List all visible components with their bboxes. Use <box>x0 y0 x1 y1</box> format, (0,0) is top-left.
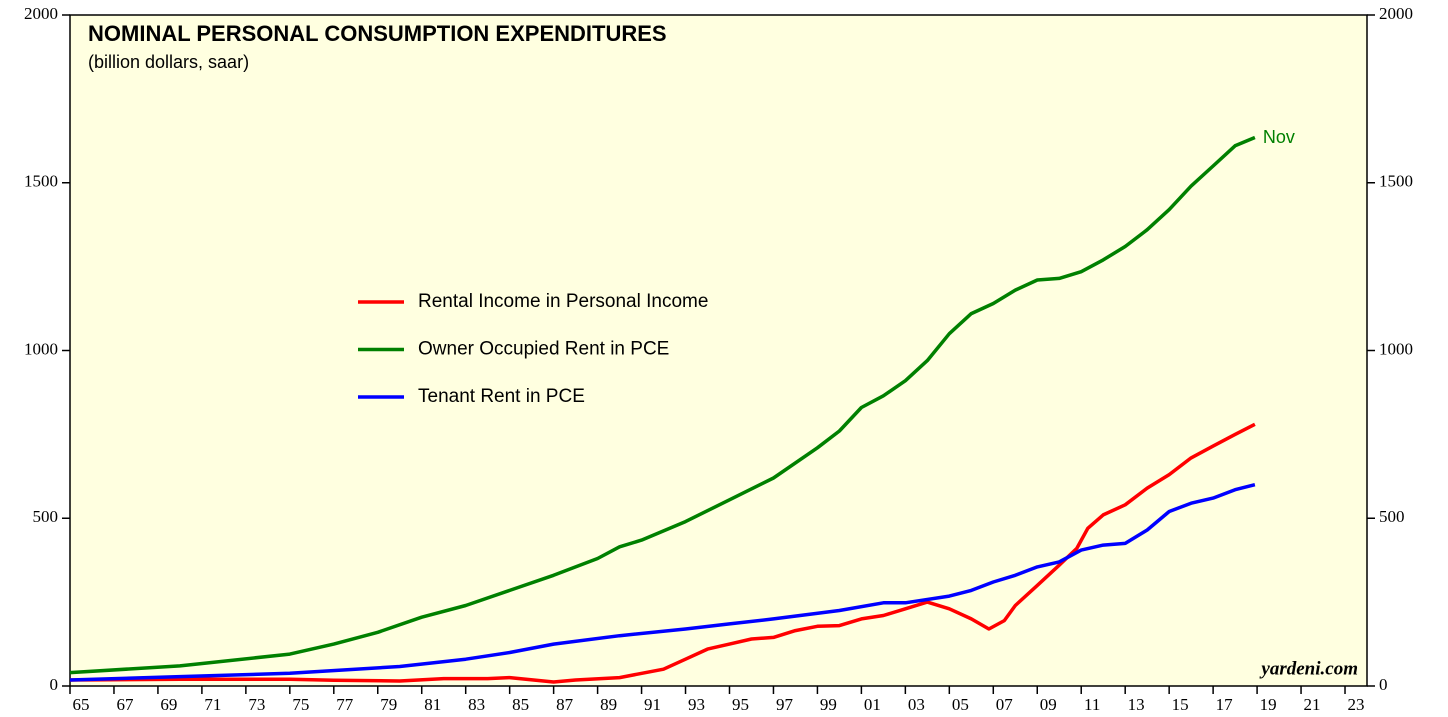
x-tick-label: 87 <box>556 695 574 714</box>
x-tick-label: 79 <box>380 695 397 714</box>
y2-tick-label: 500 <box>1379 507 1405 526</box>
end-label: Nov <box>1263 127 1295 147</box>
plot-area <box>69 14 1368 687</box>
x-tick-label: 97 <box>776 695 794 714</box>
x-tick-label: 19 <box>1260 695 1277 714</box>
x-tick-label: 21 <box>1304 695 1321 714</box>
x-tick-label: 73 <box>248 695 265 714</box>
x-tick-label: 15 <box>1172 695 1189 714</box>
x-tick-label: 69 <box>160 695 177 714</box>
y-tick-label: 1500 <box>24 172 58 191</box>
x-tick-label: 13 <box>1128 695 1145 714</box>
x-tick-label: 01 <box>864 695 881 714</box>
x-tick-label: 67 <box>116 695 134 714</box>
x-tick-label: 03 <box>908 695 925 714</box>
x-tick-label: 77 <box>336 695 354 714</box>
legend-label: Rental Income in Personal Income <box>418 291 708 312</box>
x-tick-label: 89 <box>600 695 617 714</box>
x-tick-label: 83 <box>468 695 485 714</box>
series-line <box>69 483 1256 682</box>
x-tick-label: 05 <box>952 695 969 714</box>
x-tick-label: 17 <box>1216 695 1234 714</box>
legend-label: Tenant Rent in PCE <box>418 386 585 407</box>
y2-tick-label: 1000 <box>1379 339 1413 358</box>
x-tick-label: 93 <box>688 695 705 714</box>
y-tick-label: 1000 <box>24 339 58 358</box>
x-tick-label: 09 <box>1040 695 1057 714</box>
x-tick-label: 11 <box>1084 695 1100 714</box>
x-tick-label: 85 <box>512 695 529 714</box>
y2-tick-label: 2000 <box>1379 4 1413 23</box>
x-tick-label: 81 <box>424 695 441 714</box>
x-tick-label: 99 <box>820 695 837 714</box>
y2-tick-label: 1500 <box>1379 172 1413 191</box>
y-tick-label: 0 <box>50 675 59 694</box>
legend-label: Owner Occupied Rent in PCE <box>418 339 669 360</box>
x-tick-label: 23 <box>1348 695 1365 714</box>
x-tick-label: 91 <box>644 695 661 714</box>
source-label: yardeni.com <box>1259 658 1358 679</box>
y-tick-label: 2000 <box>24 4 58 23</box>
series-line <box>69 135 1256 675</box>
x-tick-label: 95 <box>732 695 749 714</box>
chart-title: NOMINAL PERSONAL CONSUMPTION EXPENDITURE… <box>88 21 667 46</box>
x-tick-label: 71 <box>204 695 221 714</box>
chart-subtitle: (billion dollars, saar) <box>88 52 249 72</box>
y2-tick-label: 0 <box>1379 675 1388 694</box>
series-line <box>69 422 1256 684</box>
y-tick-label: 500 <box>33 507 59 526</box>
x-tick-label: 07 <box>996 695 1014 714</box>
x-tick-label: 75 <box>292 695 309 714</box>
x-tick-label: 65 <box>72 695 89 714</box>
